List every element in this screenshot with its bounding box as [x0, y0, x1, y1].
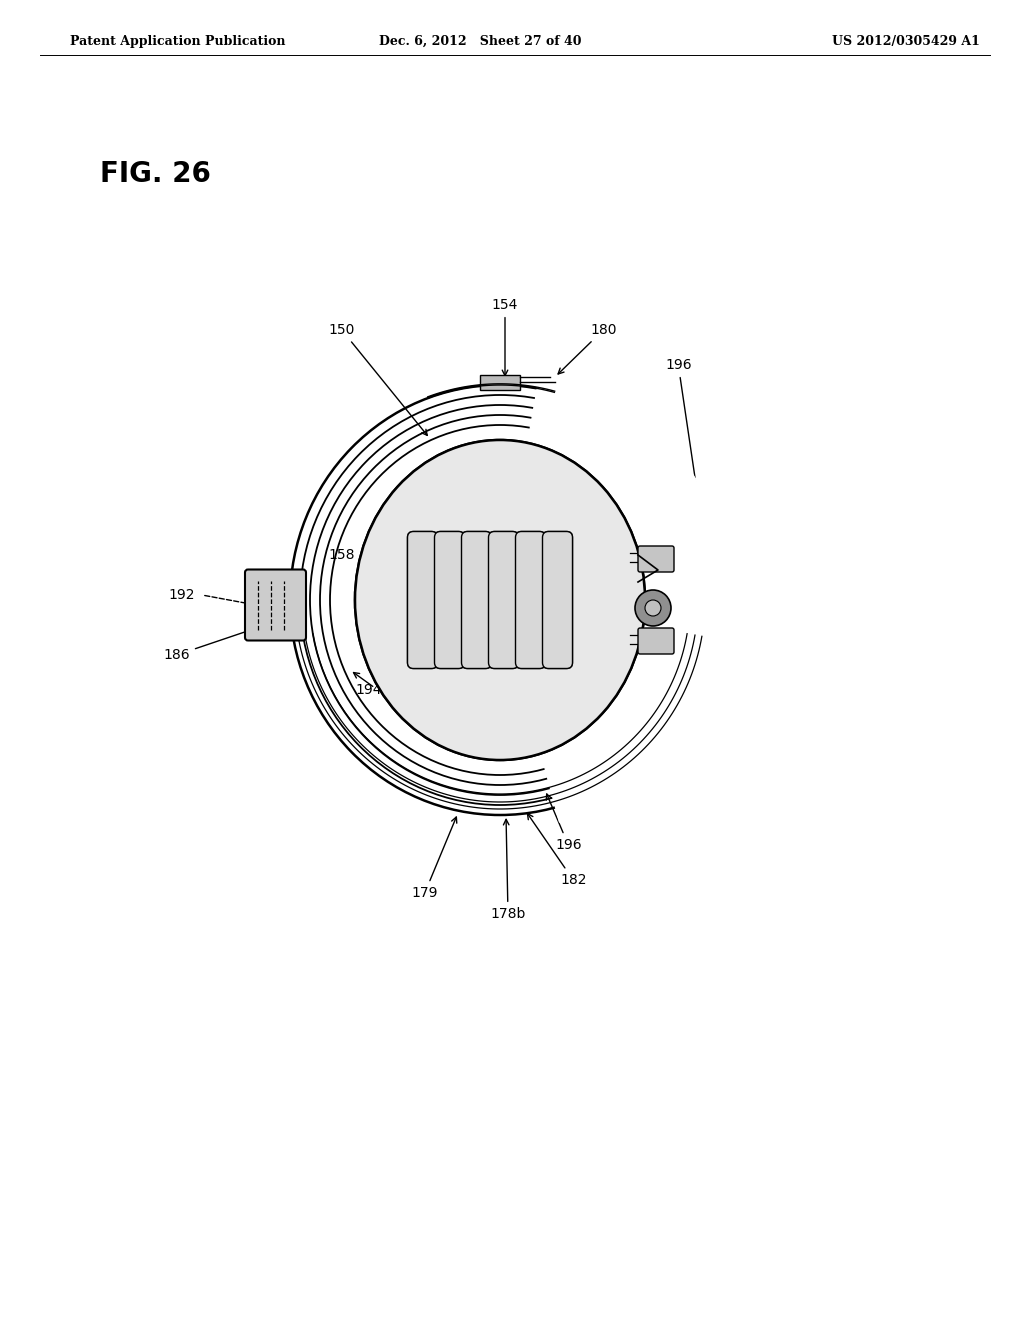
Polygon shape — [500, 374, 730, 822]
Ellipse shape — [355, 440, 645, 760]
Text: 192: 192 — [169, 587, 195, 602]
Text: FIG. 26: FIG. 26 — [100, 160, 211, 187]
FancyBboxPatch shape — [638, 628, 674, 653]
Text: 200: 200 — [676, 634, 715, 647]
FancyBboxPatch shape — [434, 532, 465, 668]
Text: 154: 154 — [492, 298, 518, 376]
Bar — [480, 375, 520, 389]
FancyBboxPatch shape — [462, 532, 492, 668]
Text: Patent Application Publication: Patent Application Publication — [70, 36, 286, 48]
FancyBboxPatch shape — [543, 532, 572, 668]
Text: 180: 180 — [558, 323, 616, 374]
Text: 182: 182 — [527, 813, 587, 887]
Text: 158: 158 — [329, 548, 422, 576]
FancyBboxPatch shape — [408, 532, 437, 668]
FancyBboxPatch shape — [515, 532, 546, 668]
Text: 179: 179 — [412, 817, 457, 900]
FancyBboxPatch shape — [488, 532, 518, 668]
Text: 186: 186 — [164, 628, 254, 663]
Text: 188: 188 — [680, 678, 707, 692]
Circle shape — [635, 590, 671, 626]
Text: 194: 194 — [676, 562, 712, 587]
Text: 150: 150 — [329, 323, 427, 436]
FancyBboxPatch shape — [462, 532, 492, 668]
Ellipse shape — [355, 440, 645, 760]
FancyBboxPatch shape — [515, 532, 546, 668]
Text: 198: 198 — [676, 601, 717, 615]
Text: US 2012/0305429 A1: US 2012/0305429 A1 — [833, 36, 980, 48]
Circle shape — [645, 601, 662, 616]
FancyBboxPatch shape — [408, 532, 437, 668]
Text: 196: 196 — [665, 358, 707, 541]
Text: 196: 196 — [546, 795, 582, 851]
Text: 178b: 178b — [490, 820, 525, 921]
Text: 194: 194 — [355, 682, 382, 697]
FancyBboxPatch shape — [638, 546, 674, 572]
FancyBboxPatch shape — [488, 532, 518, 668]
FancyBboxPatch shape — [543, 532, 572, 668]
FancyBboxPatch shape — [434, 532, 465, 668]
FancyBboxPatch shape — [245, 569, 306, 640]
Text: Dec. 6, 2012   Sheet 27 of 40: Dec. 6, 2012 Sheet 27 of 40 — [379, 36, 582, 48]
